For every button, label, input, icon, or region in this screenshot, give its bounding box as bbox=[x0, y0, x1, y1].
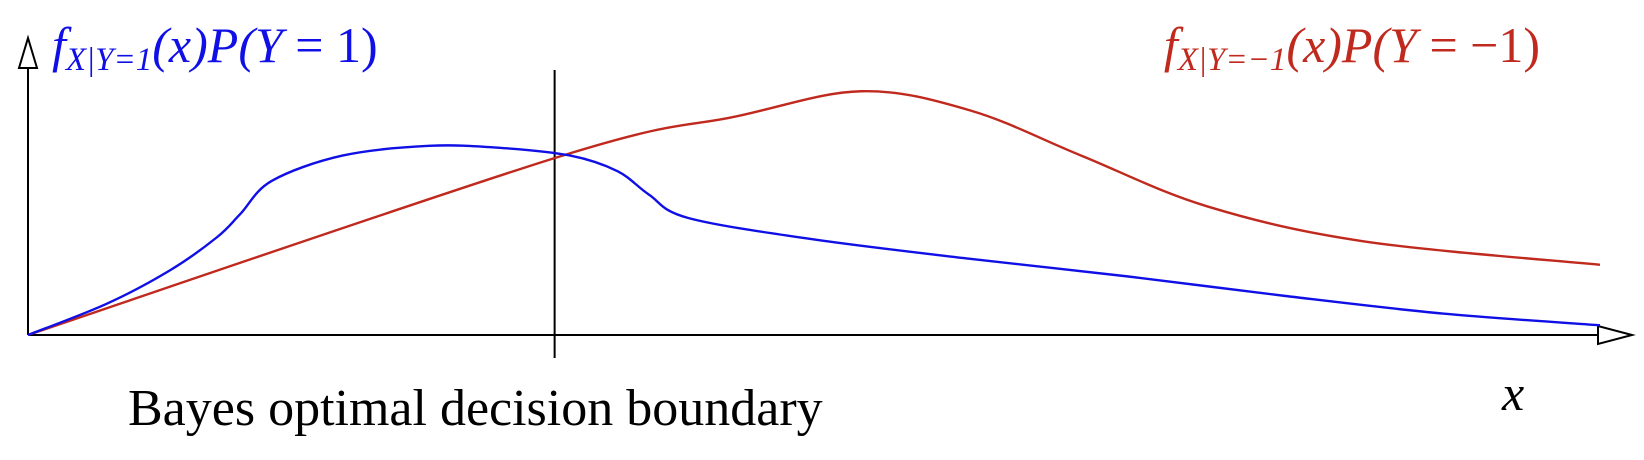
class-neg-density-label: fX|Y=−1(x)P(Y = −1) bbox=[1164, 17, 1540, 78]
label-pos-close: ) bbox=[361, 17, 378, 73]
label-neg-close: ) bbox=[1523, 17, 1540, 73]
label-neg-val: −1 bbox=[1470, 17, 1523, 73]
label-neg-arg: (x) bbox=[1286, 17, 1342, 73]
label-neg-eq: = bbox=[1417, 17, 1470, 73]
density-curve-class-pos bbox=[27, 144, 1601, 337]
label-pos-p: P bbox=[207, 17, 239, 73]
label-neg-subscript: X|Y=−1 bbox=[1176, 42, 1287, 78]
label-pos-subscript: X|Y=1 bbox=[64, 42, 152, 78]
class-pos-density-label: fX|Y=1(x)P(Y = 1) bbox=[52, 17, 378, 78]
density-curve-class-neg bbox=[27, 90, 1601, 337]
label-pos-eq: = bbox=[283, 17, 336, 73]
x-axis-arrowhead bbox=[1597, 324, 1636, 346]
y-axis-arrowhead bbox=[17, 34, 39, 69]
label-pos-y: (Y bbox=[238, 17, 288, 73]
label-neg-p: P bbox=[1341, 17, 1373, 73]
x-axis-label: x bbox=[1501, 365, 1524, 421]
label-pos-val: 1 bbox=[336, 17, 361, 73]
decision-boundary-label: Bayes optimal decision boundary bbox=[128, 380, 823, 437]
label-pos-arg: (x) bbox=[152, 17, 208, 73]
label-neg-y: (Y bbox=[1372, 17, 1422, 73]
